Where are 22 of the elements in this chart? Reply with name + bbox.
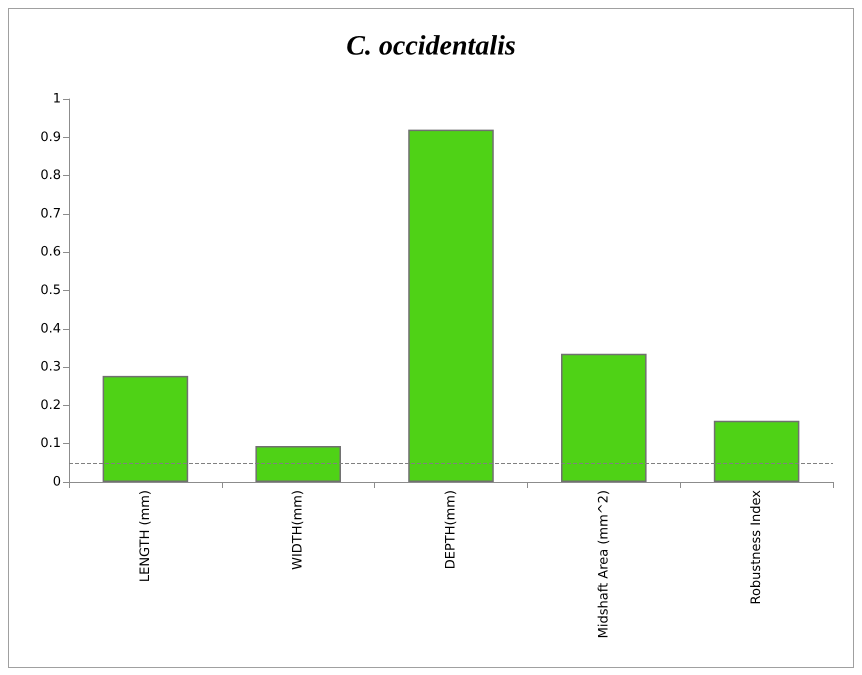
y-tick-label: 0.2 xyxy=(40,398,61,413)
y-tick-label: 0.1 xyxy=(40,436,61,452)
y-tick-label: 1 xyxy=(52,92,61,106)
y-tick-label: 0.3 xyxy=(40,360,61,375)
x-tick-label: Robustness Index xyxy=(749,490,764,604)
bar xyxy=(561,354,647,482)
y-tick-label: 0.9 xyxy=(40,130,61,145)
x-tick-label: DEPTH(mm) xyxy=(444,490,458,570)
y-tick-label: 0.6 xyxy=(40,244,61,260)
y-tick-label: 0.4 xyxy=(40,321,61,336)
x-tick-label: LENGTH (mm) xyxy=(138,490,153,582)
y-tick-label: 0.7 xyxy=(40,206,61,222)
bar xyxy=(102,376,188,482)
bar xyxy=(714,420,800,482)
y-tick-label: 0 xyxy=(52,474,61,490)
x-tick-label: WIDTH(mm) xyxy=(290,490,306,570)
chart-title: C. occidentalis xyxy=(346,30,516,62)
y-tick-label: 0.5 xyxy=(40,283,61,298)
x-tick-label: Midshaft Area (mm^2) xyxy=(596,490,612,638)
bar xyxy=(255,446,341,482)
bar xyxy=(408,130,494,482)
y-tick-label: 0.8 xyxy=(40,168,61,184)
